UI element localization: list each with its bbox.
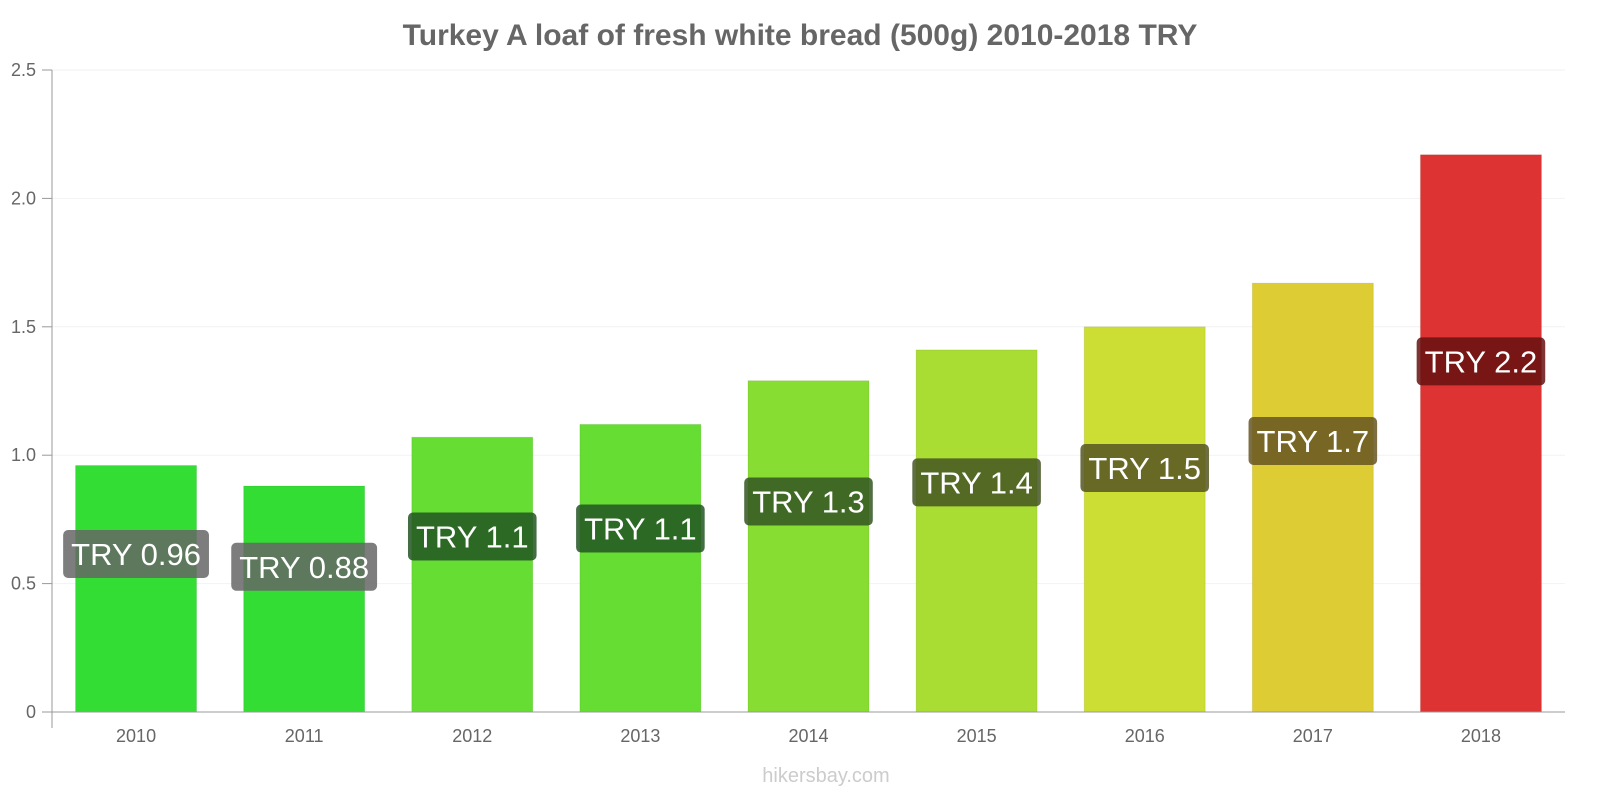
data-label-box-2010 <box>63 530 209 579</box>
data-label-box-2017 <box>1248 416 1378 465</box>
data-label-2010: TRY 0.96 <box>71 537 201 572</box>
data-label-2011: TRY 0.88 <box>239 550 369 585</box>
y-tick-label: 0 <box>26 702 36 722</box>
y-tick-label: 1.5 <box>11 317 36 337</box>
y-tick-label: 2.0 <box>11 188 36 208</box>
data-label-2016: TRY 1.5 <box>1088 451 1201 486</box>
x-tick-label: 2014 <box>788 726 828 746</box>
data-label-box-2012 <box>407 512 537 561</box>
bar-2018 <box>1419 154 1542 713</box>
bar-2014 <box>747 380 870 713</box>
bar-2015 <box>915 349 1038 713</box>
y-tick-label: 1.0 <box>11 445 36 465</box>
y-tick-label: 2.5 <box>11 60 36 80</box>
bar-2016 <box>1083 326 1206 713</box>
bar-2012 <box>411 436 534 713</box>
bar-2011 <box>243 485 366 713</box>
watermark: hikersbay.com <box>762 765 889 787</box>
axes-group: 0 0.5 1.0 1.5 2.0 2.5 2010 2011 2012 2013 2014 2015… <box>11 60 1565 746</box>
data-label-box-2011 <box>231 542 378 591</box>
data-label-box-2018 <box>1416 337 1546 386</box>
chart-title: Turkey A loaf of fresh white bread (500g… <box>403 19 1198 52</box>
data-label-2018: TRY 2.2 <box>1425 344 1538 379</box>
data-label-box-2014 <box>744 477 873 526</box>
x-tick-label: 2015 <box>957 726 997 746</box>
data-label-box-2016 <box>1080 444 1210 493</box>
data-label-2015: TRY 1.4 <box>920 465 1033 500</box>
x-tick-label: 2016 <box>1125 726 1165 746</box>
data-label-2014: TRY 1.3 <box>752 484 865 519</box>
bar-2010 <box>75 464 198 713</box>
x-tick-label: 2010 <box>116 726 156 746</box>
bar-2013 <box>579 423 702 713</box>
data-label-2017: TRY 1.7 <box>1257 424 1370 459</box>
x-tick-label: 2012 <box>452 726 492 746</box>
data-label-box-2015 <box>912 458 1041 507</box>
bar-2017 <box>1251 282 1374 713</box>
bars-group <box>75 154 1542 713</box>
data-label-2013: TRY 1.1 <box>584 512 697 547</box>
y-tick-label: 0.5 <box>11 574 36 594</box>
x-tick-label: 2018 <box>1461 726 1501 746</box>
x-tick-label: 2011 <box>285 726 324 746</box>
x-tick-label: 2013 <box>620 726 660 746</box>
data-label-box-2013 <box>576 504 705 553</box>
data-labels-group: TRY 0.96 TRY 0.88 TRY 1.1 TRY 1.1 TRY 1.3 TRY… <box>63 337 1546 591</box>
data-label-2012: TRY 1.1 <box>416 520 529 555</box>
x-tick-label: 2017 <box>1293 726 1333 746</box>
